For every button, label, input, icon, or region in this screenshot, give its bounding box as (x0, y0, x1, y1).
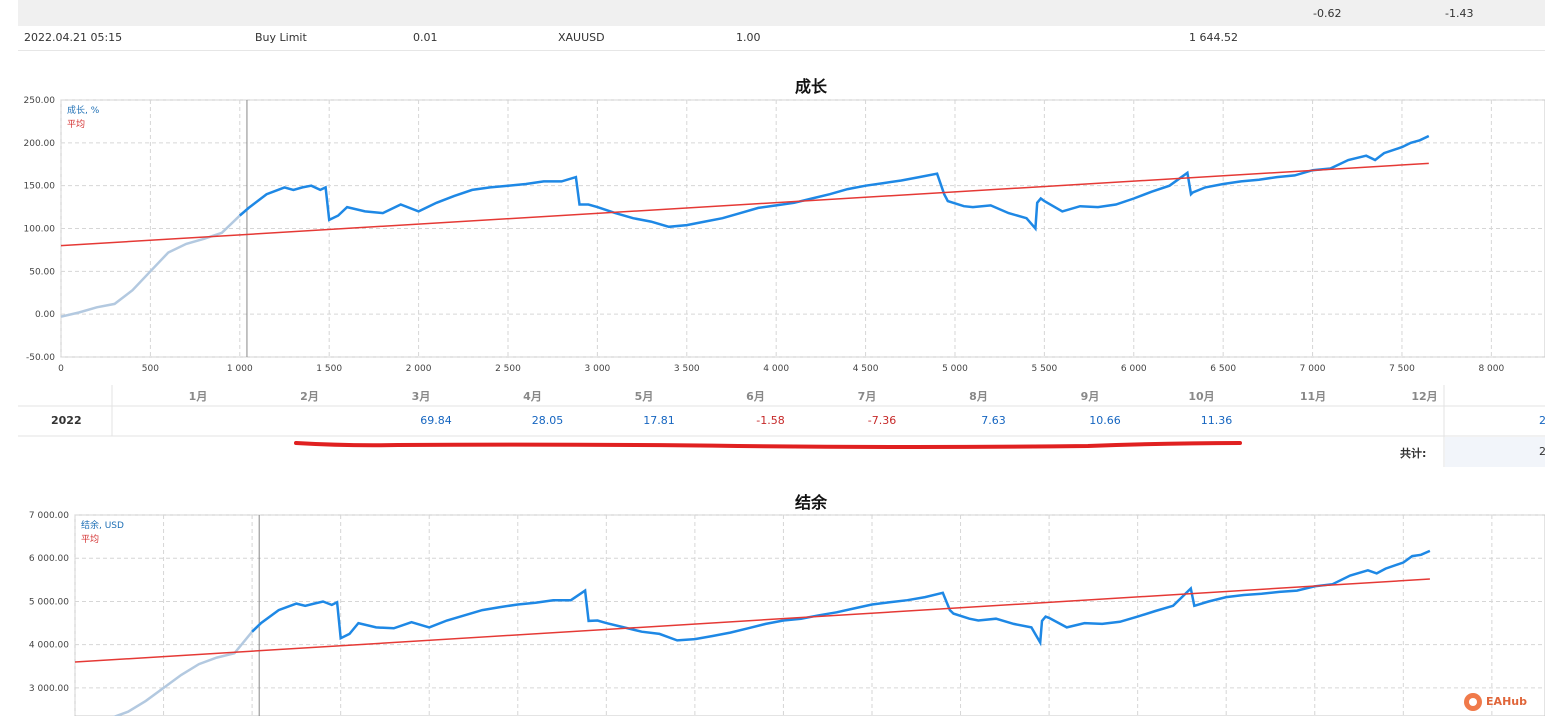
order-volume: 0.01 (413, 31, 438, 44)
balance-y-tick-label: 7 000.00 (29, 511, 69, 521)
growth-x-tick-label: 2 000 (406, 364, 432, 374)
summary-bar: -0.62 -1.43 (18, 0, 1545, 26)
growth-series-line (238, 134, 1430, 232)
growth-chart-title: 成长 (794, 77, 827, 96)
balance-chart: 7 000.00 6 000.00 5 000.00 4 000.00 3 000.00 (29, 511, 1545, 716)
growth-x-tick-label: 7 500 (1389, 364, 1415, 374)
monthly-value: -1.58 (756, 414, 785, 427)
month-header: 8月 (969, 390, 988, 403)
month-header: 10月 (1188, 390, 1215, 403)
month-header: 5月 (634, 390, 654, 403)
balance-y-tick-label: 4 000.00 (29, 641, 69, 651)
growth-y-tick-label: 200.00 (24, 139, 56, 149)
balance-chart-title: 结余 (794, 493, 827, 512)
eahub-logo-icon (1464, 693, 1483, 711)
growth-series-early (61, 206, 250, 318)
growth-x-tick-label: 0 (58, 364, 64, 374)
total-label: 共计: (1400, 447, 1427, 460)
month-header: 11月 (1299, 390, 1327, 403)
balance-legend-average: 平均 (81, 535, 100, 545)
year-total-partial: 2 (1539, 414, 1545, 427)
growth-average-line (61, 162, 1429, 247)
growth-legend-average: 平均 (67, 120, 86, 130)
balance-average-line (75, 578, 1430, 663)
month-header: 12月 (1411, 390, 1438, 403)
monthly-value: 11.36 (1200, 414, 1233, 427)
month-header: 9月 (1080, 390, 1100, 403)
monthly-value: 10.66 (1089, 414, 1121, 427)
watermark: EAHub (1464, 693, 1527, 711)
summary-value-1: -0.62 (1313, 7, 1342, 20)
year-label: 2022 (51, 414, 82, 427)
growth-x-tick-label: 4 500 (853, 364, 879, 374)
growth-y-tick-label: 250.00 (24, 96, 56, 106)
month-header: 4月 (523, 390, 542, 403)
growth-x-tick-label: 6 000 (1121, 364, 1147, 374)
total-partial: 2 (1539, 445, 1545, 458)
summary-value-2: -1.43 (1445, 7, 1474, 20)
balance-y-tick-label: 3 000.00 (29, 684, 69, 694)
growth-y-tick-label: 150.00 (24, 182, 56, 192)
growth-x-tick-label: 7 000 (1300, 364, 1326, 374)
balance-frame (74, 514, 1545, 716)
growth-y-tick-label: 100.00 (24, 225, 56, 235)
month-header: 7月 (857, 390, 877, 403)
growth-x-tick-label: 4 000 (763, 364, 789, 374)
monthly-value: 7.63 (981, 414, 1006, 427)
monthly-value: -7.36 (867, 414, 897, 427)
month-header: 2月 (300, 390, 319, 403)
growth-x-tick-label: 5 000 (942, 364, 968, 374)
monthly-value: 17.81 (643, 414, 675, 427)
growth-x-tick-label: 1 500 (316, 364, 342, 374)
growth-x-tick-label: 6 500 (1210, 364, 1236, 374)
order-row[interactable]: 2022.04.21 05:15 Buy Limit 0.01 XAUUSD 1… (18, 26, 1545, 51)
growth-x-tick-label: 500 (142, 364, 159, 374)
monthly-value: 28.05 (531, 414, 564, 427)
growth-y-tick-label: -50.00 (26, 353, 55, 363)
balance-series-early (112, 622, 262, 716)
order-type: Buy Limit (255, 31, 307, 44)
month-header: 3月 (411, 390, 431, 403)
growth-x-tick-label: 3 000 (585, 364, 611, 374)
balance-y-tick-label: 6 000.00 (29, 554, 69, 564)
monthly-growth-table: 1月 2月 3月 4月 5月 6月 7月 8月 9月 10月 11月 12月 2022 69.84 28… (18, 385, 1545, 467)
growth-x-tick-label: 8 000 (1478, 364, 1504, 374)
order-symbol: XAUUSD (558, 31, 605, 44)
growth-x-tick-label: 5 500 (1031, 364, 1057, 374)
growth-chart: 250.00 200.00 150.00 100.00 50.00 0.00 -50.000… (24, 96, 1545, 374)
month-header: 1月 (188, 390, 208, 403)
growth-x-tick-label: 3 500 (674, 364, 700, 374)
balance-legend: 结余, USD 平均 (81, 519, 124, 547)
growth-legend: 成长, % 平均 (67, 104, 99, 132)
order-price-2: 1 644.52 (1189, 31, 1238, 44)
monthly-grid (18, 385, 1545, 467)
monthly-value: 69.84 (420, 414, 452, 427)
growth-x-tick-label: 1 000 (227, 364, 253, 374)
growth-y-tick-label: 0.00 (35, 310, 55, 320)
order-time: 2022.04.21 05:15 (24, 31, 123, 44)
growth-x-tick-label: 2 500 (495, 364, 521, 374)
month-header: 6月 (746, 390, 765, 403)
growth-y-tick-label: 50.00 (29, 267, 55, 277)
balance-series-line (251, 549, 1431, 647)
watermark-text: EAHub (1486, 695, 1527, 708)
balance-y-tick-label: 5 000.00 (29, 597, 69, 607)
growth-legend-series: 成长, % (67, 106, 100, 116)
order-price: 1.00 (736, 31, 761, 44)
red-underline-mark (294, 441, 1242, 449)
balance-legend-series: 结余, USD (81, 521, 124, 531)
